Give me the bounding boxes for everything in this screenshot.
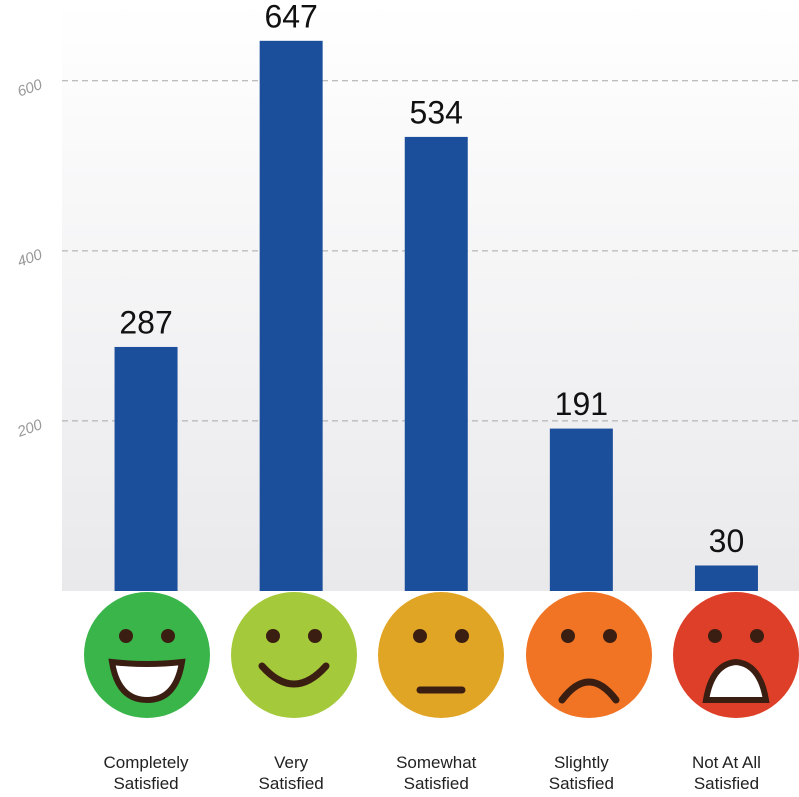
- face-slightly: [526, 592, 652, 718]
- face-completely: [84, 592, 210, 718]
- marks: 200 400 600 287 647 534 191 30: [14, 0, 799, 592]
- x-tick-label: Slightly Satisfied: [548, 753, 614, 793]
- x-tick-label: Very Satisfied: [258, 753, 324, 793]
- bar: [549, 428, 613, 591]
- bar: [404, 136, 468, 592]
- face-not-at-all: [673, 592, 799, 718]
- x-tick-label: Not At All Satisfied: [691, 753, 761, 793]
- value-label: 647: [264, 0, 317, 34]
- bar: [114, 346, 178, 591]
- y-tick-label: 600: [15, 76, 45, 101]
- value-label: 287: [119, 304, 172, 340]
- x-tick-label: Completely Satisfied: [103, 753, 189, 793]
- face-very: [231, 592, 357, 718]
- y-tick-label: 400: [15, 246, 45, 271]
- face-somewhat: [378, 592, 504, 718]
- value-label: 191: [555, 386, 608, 422]
- value-label: 30: [709, 523, 745, 559]
- bar: [694, 565, 758, 591]
- faces: [84, 592, 799, 718]
- x-tick-label: Somewhat Satisfied: [396, 753, 477, 793]
- value-label: 534: [410, 94, 463, 130]
- y-tick-label: 200: [14, 416, 45, 441]
- bar: [259, 40, 323, 592]
